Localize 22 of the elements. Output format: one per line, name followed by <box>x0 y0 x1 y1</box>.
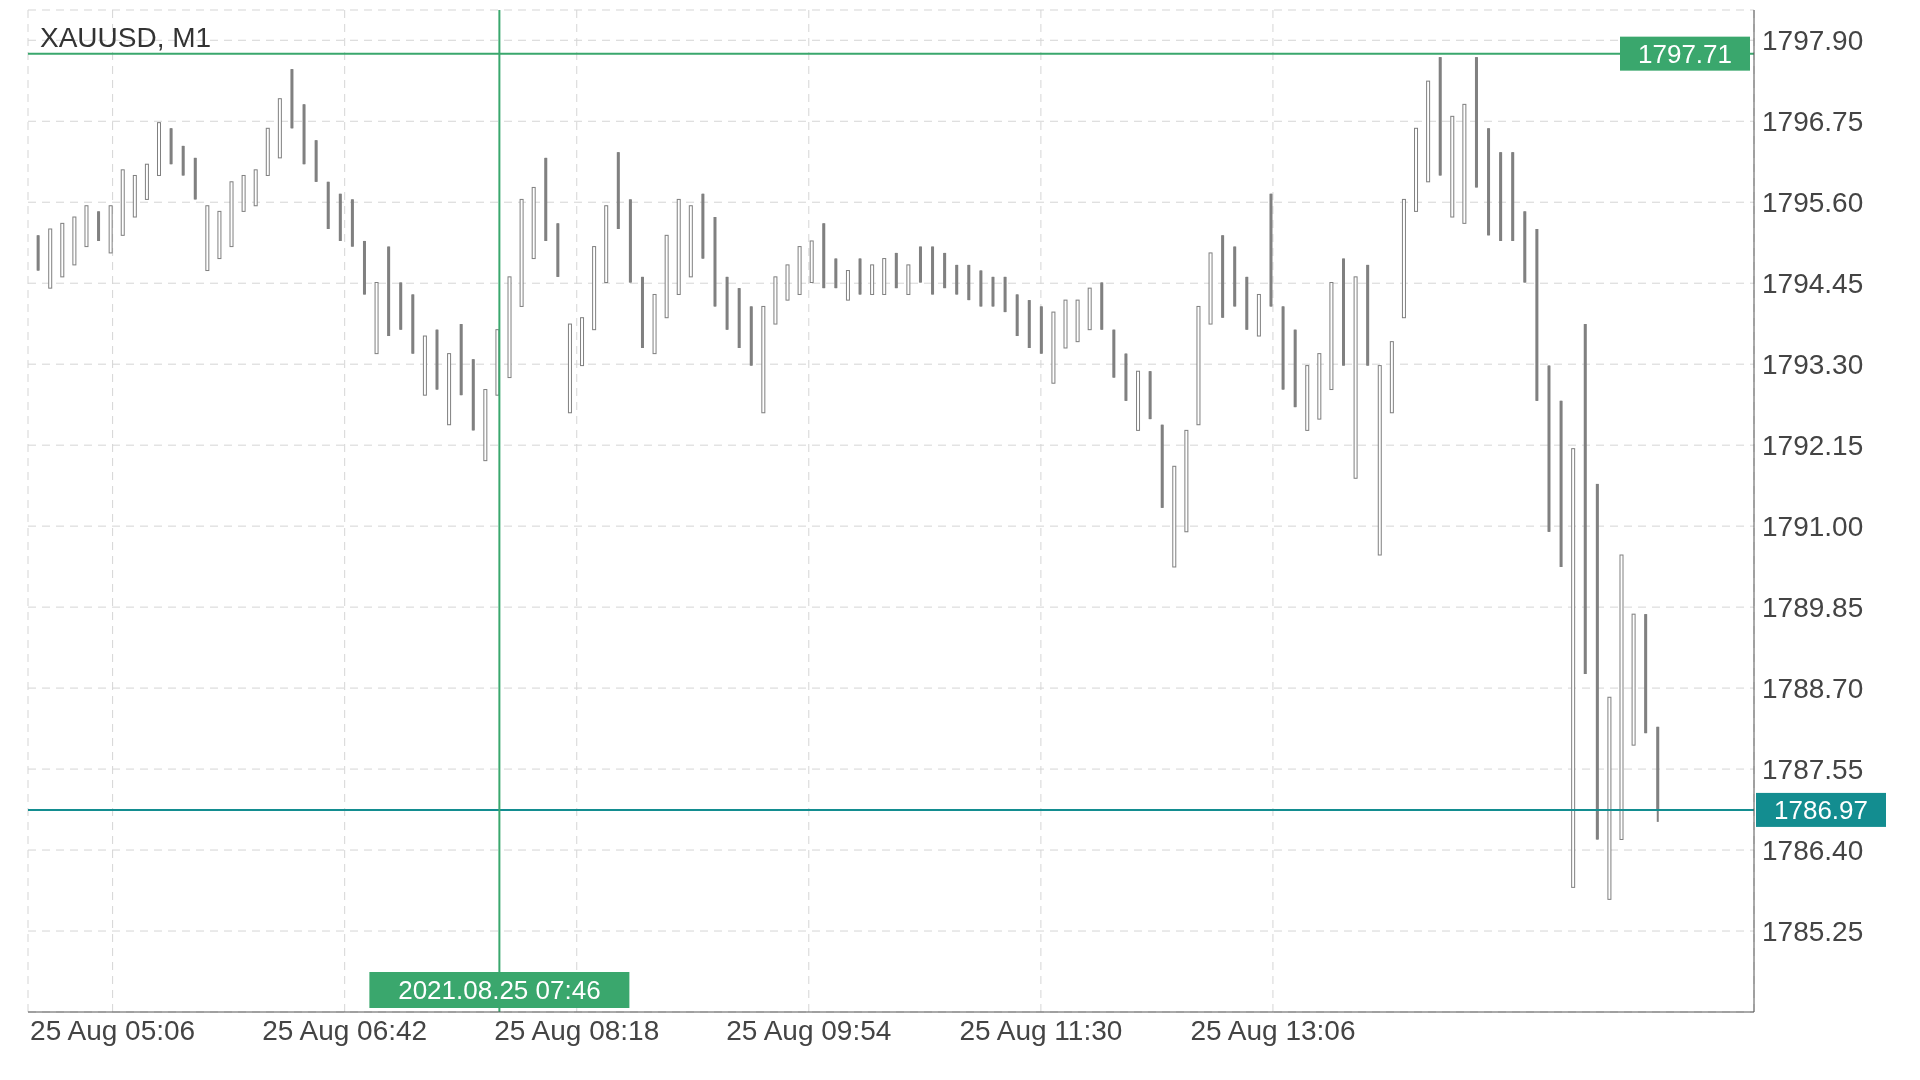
y-tick-label: 1787.55 <box>1762 754 1864 786</box>
y-tick-label: 1793.30 <box>1762 349 1864 381</box>
y-tick-label: 1795.60 <box>1762 187 1864 219</box>
x-tick-label: 25 Aug 06:42 <box>262 1014 428 1046</box>
y-tick-label: 1789.85 <box>1762 592 1864 624</box>
x-tick-label: 25 Aug 08:18 <box>494 1014 660 1046</box>
ref-line-label: 2021.08.25 07:46 <box>398 975 601 1006</box>
chart-title: XAUUSD, M1 <box>40 22 212 54</box>
y-tick-label: 1791.00 <box>1762 511 1864 543</box>
y-tick-label: 1796.75 <box>1762 106 1864 138</box>
x-tick-label: 25 Aug 05:06 <box>30 1014 196 1046</box>
y-tick-label: 1792.15 <box>1762 430 1864 462</box>
ref-line-label: 1786.97 <box>1774 795 1868 826</box>
y-tick-label: 1794.45 <box>1762 268 1864 300</box>
y-tick-label: 1785.25 <box>1762 915 1864 947</box>
ref-line-label: 1797.71 <box>1638 38 1732 69</box>
x-tick-label: 25 Aug 13:06 <box>1190 1014 1356 1046</box>
y-tick-label: 1788.70 <box>1762 673 1864 705</box>
x-tick-label: 25 Aug 11:30 <box>959 1014 1123 1046</box>
y-tick-label: 1786.40 <box>1762 834 1864 866</box>
y-tick-label: 1797.90 <box>1762 25 1864 57</box>
x-tick-label: 25 Aug 09:54 <box>726 1014 892 1046</box>
